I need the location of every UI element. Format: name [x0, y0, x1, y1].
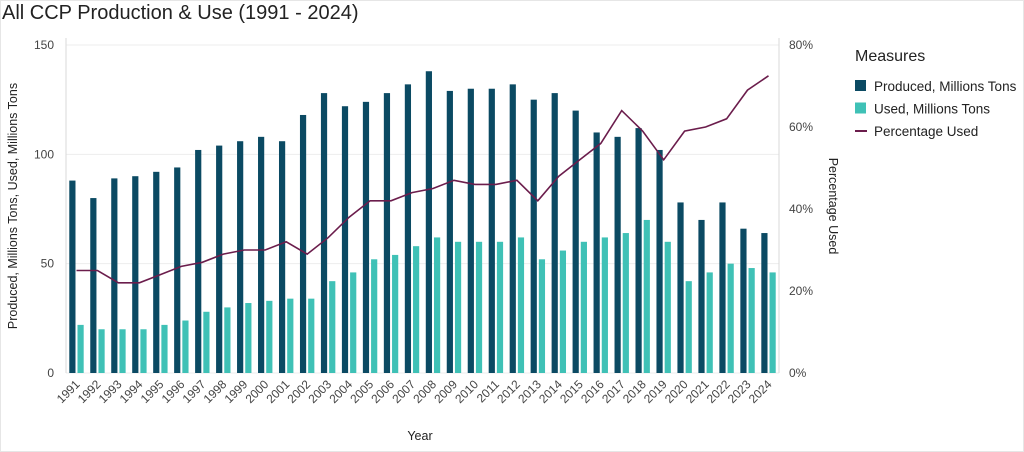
percentage-used-line [76, 75, 769, 284]
produced-bar [551, 93, 558, 374]
legend-label: Percentage Used [874, 124, 978, 139]
used-bar [748, 268, 755, 373]
produced-bar [467, 88, 474, 373]
legend: Measures Produced, Millions Tons Used, Mi… [855, 48, 1017, 139]
produced-bar [195, 149, 202, 373]
legend-label: Produced, Millions Tons [874, 79, 1017, 94]
produced-bar [446, 90, 453, 374]
produced-bar [677, 202, 684, 373]
used-bar [77, 324, 84, 373]
used-bar [706, 272, 713, 373]
used-bar [496, 241, 504, 373]
legend-title: Measures [855, 48, 925, 65]
produced-bar [383, 93, 391, 374]
used-bar [664, 241, 671, 373]
produced-bar [425, 71, 432, 374]
produced-bar [362, 101, 370, 373]
y-tick-label: 0 [47, 366, 54, 380]
produced-bar [761, 233, 768, 373]
produced-bar [237, 141, 244, 373]
used-bar [350, 272, 357, 373]
used-bar [538, 259, 546, 373]
produced-bar [69, 180, 76, 373]
axes [65, 38, 780, 373]
used-bar [559, 250, 567, 373]
used-bar [266, 300, 273, 373]
y2-tick-label: 40% [789, 202, 813, 216]
produced-bar [593, 132, 600, 373]
used-bar [329, 281, 336, 373]
bars [69, 71, 776, 374]
y-tick-label: 100 [34, 147, 54, 161]
used-bar [622, 233, 629, 373]
used-bar [245, 303, 252, 373]
used-bar [203, 311, 210, 373]
produced-bar [656, 149, 663, 373]
used-bar [413, 246, 420, 373]
used-bar [580, 241, 587, 373]
y2-tick-label: 60% [789, 120, 813, 134]
y-ticks: 0 50 100 150 [34, 38, 54, 380]
used-bar [392, 254, 399, 373]
used-bar [685, 281, 692, 373]
produced-bar [530, 99, 537, 374]
y-tick-label: 50 [41, 257, 55, 271]
y2-axis-label: Percentage Used [826, 158, 840, 255]
used-bar [433, 237, 441, 373]
x-ticks: 1991199219931994199519961997199819992000… [54, 377, 775, 406]
produced-bar [614, 136, 621, 373]
used-bar [98, 329, 105, 373]
produced-bar [132, 176, 139, 373]
legend-swatch [855, 102, 866, 114]
produced-bar [299, 114, 307, 374]
used-bar [371, 259, 378, 373]
percentage-line [76, 75, 769, 284]
used-bar [308, 298, 315, 373]
produced-bar [698, 219, 705, 373]
used-bar [454, 241, 462, 373]
used-bar [517, 237, 525, 373]
legend-swatch [855, 80, 866, 91]
y2-ticks: 0% 20% 40% 60% 80% [789, 38, 813, 380]
produced-bar [404, 84, 412, 374]
produced-bar [258, 136, 265, 373]
produced-bar [740, 228, 747, 373]
used-bar [287, 298, 294, 373]
legend-label: Used, Millions Tons [874, 102, 990, 117]
x-axis-label: Year [407, 429, 432, 443]
y-axis-label: Produced, Millions Tons, Used, Millions … [6, 83, 20, 329]
produced-bar [320, 93, 328, 374]
used-bar [643, 219, 650, 373]
produced-bar [341, 106, 349, 373]
used-bar [224, 307, 231, 373]
produced-bar [719, 202, 726, 373]
used-bar [140, 329, 147, 373]
y-tick-label: 150 [34, 38, 54, 52]
x-tick-label: 2024 [746, 377, 775, 406]
produced-bar [488, 88, 495, 373]
produced-bar [216, 145, 223, 373]
gridlines [66, 44, 779, 374]
used-bar [475, 241, 483, 373]
produced-bar [90, 198, 97, 373]
produced-bar [278, 141, 286, 373]
used-bar [727, 263, 734, 373]
used-bar [119, 329, 126, 373]
y2-tick-label: 0% [789, 366, 807, 380]
produced-bar [174, 167, 181, 373]
used-bar [769, 272, 776, 373]
produced-bar [635, 128, 642, 373]
y2-tick-label: 80% [789, 38, 813, 52]
produced-bar [111, 178, 118, 373]
produced-bar [153, 171, 160, 373]
y2-tick-label: 20% [789, 284, 813, 298]
chart-title: All CCP Production & Use (1991 - 2024) [2, 2, 359, 24]
used-bar [182, 320, 189, 373]
used-bar [161, 324, 168, 373]
produced-bar [572, 110, 579, 373]
used-bar [601, 237, 608, 373]
produced-bar [509, 84, 516, 374]
